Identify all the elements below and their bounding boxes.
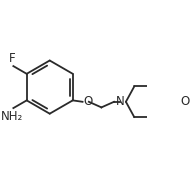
Text: O: O — [83, 95, 93, 108]
Text: N: N — [116, 95, 125, 108]
Text: O: O — [180, 95, 190, 108]
Text: F: F — [9, 52, 15, 65]
Text: NH₂: NH₂ — [1, 110, 23, 123]
